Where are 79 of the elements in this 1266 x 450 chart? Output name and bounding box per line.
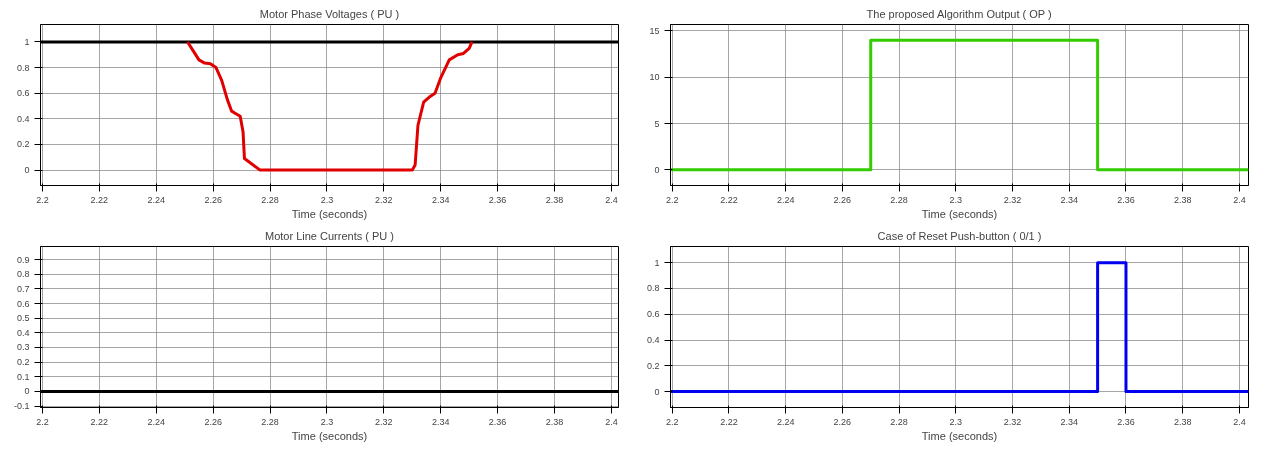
x-tick-label: 2.22 (720, 194, 738, 205)
chart-title: Motor Line Currents ( PU ) (265, 229, 394, 242)
x-tick-label: 2.4 (1233, 416, 1246, 427)
y-tick-label: 5 (654, 118, 660, 129)
x-tick-label: 2.28 (261, 416, 279, 427)
y-tick-label: 0 (654, 386, 660, 397)
x-axis-title: Time (seconds) (291, 429, 368, 442)
x-tick-label: 2.4 (605, 194, 618, 205)
x-tick-label: 2.24 (147, 416, 166, 427)
x-tick-label: 2.24 (776, 194, 795, 205)
y-tick-label: 1 (24, 36, 30, 47)
x-tick-label: 2.32 (375, 416, 393, 427)
y-tick-label: 0.6 (16, 298, 30, 309)
x-tick-label: 2.22 (90, 194, 109, 205)
x-tick-label: 2.4 (1233, 194, 1246, 205)
x-tick-label: 2.32 (1003, 194, 1022, 205)
x-tick-label: 2.3 (949, 194, 963, 205)
y-tick-label: 0 (24, 386, 30, 397)
y-tick-label: 0.2 (16, 139, 30, 150)
x-tick-label: 2.22 (720, 416, 738, 427)
x-tick-label: 2.3 (949, 416, 963, 427)
x-tick-label: 2.3 (320, 194, 334, 205)
y-tick-label: 0.4 (646, 335, 660, 346)
y-tick-label: 0.2 (16, 357, 30, 368)
x-tick-label: 2.28 (890, 194, 908, 205)
x-tick-label: 2.38 (1173, 194, 1192, 205)
y-tick-label: 0 (24, 165, 30, 176)
y-tick-label: 15 (649, 25, 660, 36)
x-tick-label: 2.28 (890, 416, 908, 427)
chart-title: The proposed Algorithm Output ( OP ) (866, 7, 1052, 20)
x-tick-label: 2.34 (1060, 416, 1079, 427)
x-tick-label: 2.2 (665, 416, 679, 427)
y-tick-label: 0.8 (16, 269, 30, 280)
x-tick-label: 2.2 (665, 194, 679, 205)
x-tick-label: 2.34 (431, 416, 450, 427)
y-tick-label: 0.6 (646, 309, 660, 320)
y-tick-label: 0.6 (16, 88, 30, 99)
x-tick-label: 2.3 (320, 416, 334, 427)
x-tick-label: 2.36 (488, 416, 507, 427)
y-tick-label: 10 (649, 72, 660, 83)
chart-title: Motor Phase Voltages ( PU ) (259, 7, 400, 20)
y-tick-label: 0.5 (16, 313, 30, 324)
y-tick-label: 0.8 (646, 283, 660, 294)
x-tick-label: 2.24 (776, 416, 795, 427)
y-tick-label: 1 (654, 257, 660, 268)
x-tick-label: 2.32 (1003, 416, 1022, 427)
x-axis-title: Time (seconds) (291, 207, 368, 220)
y-tick-label: 0.4 (16, 113, 30, 124)
x-tick-label: 2.38 (545, 194, 564, 205)
y-tick-label: 0.1 (16, 371, 30, 382)
x-tick-label: 2.26 (204, 194, 222, 205)
x-tick-label: 2.34 (1060, 194, 1079, 205)
x-tick-label: 2.38 (1173, 416, 1192, 427)
x-axis-title: Time (seconds) (921, 429, 998, 442)
x-tick-label: 2.22 (90, 416, 109, 427)
x-tick-label: 2.2 (36, 416, 49, 427)
x-axis-title: Time (seconds) (921, 207, 998, 220)
y-tick-label: 0.2 (646, 360, 660, 371)
y-tick-label: 0.3 (16, 342, 30, 353)
x-tick-label: 2.36 (1117, 416, 1135, 427)
x-tick-label: 2.36 (488, 194, 507, 205)
x-tick-label: 2.26 (833, 416, 852, 427)
x-tick-label: 2.38 (545, 416, 564, 427)
x-tick-label: 2.34 (431, 194, 450, 205)
y-tick-label: 0.8 (16, 62, 30, 73)
x-tick-label: 2.24 (147, 194, 166, 205)
x-tick-label: 2.32 (375, 194, 393, 205)
x-tick-label: 2.28 (261, 194, 279, 205)
y-tick-label: -0.1 (13, 401, 30, 412)
y-tick-label: 0 (654, 164, 660, 175)
y-tick-label: 0.9 (16, 254, 30, 265)
x-tick-label: 2.26 (833, 194, 852, 205)
y-tick-label: 0.7 (16, 283, 30, 294)
x-tick-label: 2.4 (605, 416, 618, 427)
x-tick-label: 2.2 (36, 194, 49, 205)
x-tick-label: 2.36 (1117, 194, 1135, 205)
x-tick-label: 2.26 (204, 416, 222, 427)
y-tick-label: 0.4 (16, 327, 30, 338)
chart-title: Case of Reset Push-button ( 0/1 ) (877, 229, 1042, 242)
